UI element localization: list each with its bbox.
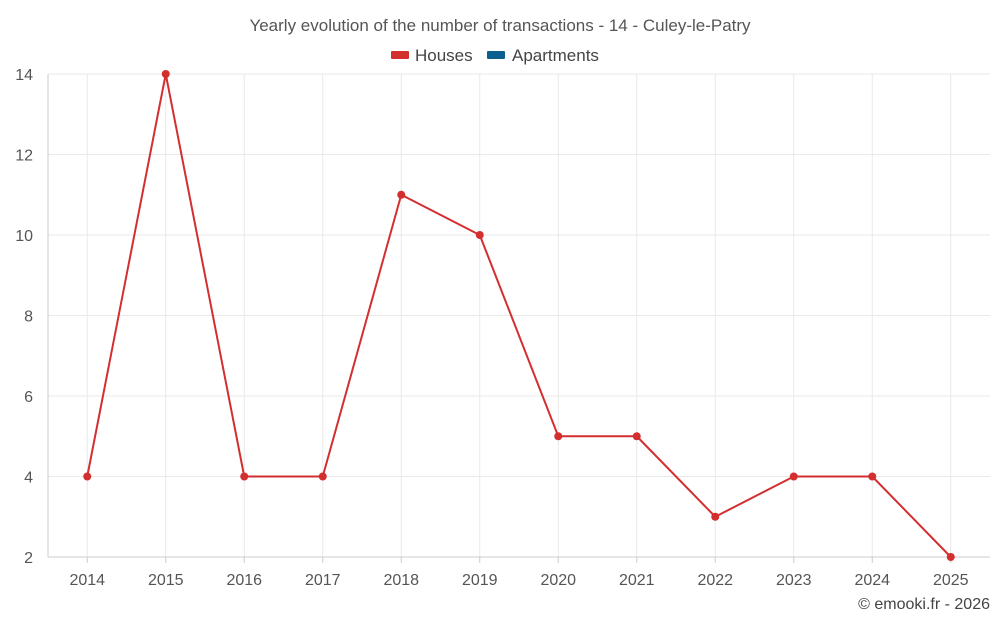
y-tick-label: 2 [24, 550, 33, 567]
data-point-houses-2016[interactable] [240, 472, 249, 481]
data-point-houses-2021[interactable] [632, 432, 641, 441]
x-tick-label: 2019 [462, 572, 498, 589]
x-tick-label: 2024 [854, 572, 890, 589]
legend-swatch-houses [391, 51, 409, 59]
x-tick-label: 2023 [776, 572, 812, 589]
data-point-houses-2023[interactable] [789, 472, 798, 481]
series-line-houses [86, 73, 952, 558]
y-tick-label: 8 [24, 309, 33, 326]
data-point-houses-2018[interactable] [397, 190, 406, 199]
data-point-houses-2022[interactable] [711, 512, 720, 521]
data-point-houses-2020[interactable] [554, 432, 563, 441]
legend-item-apartments[interactable]: Apartments [487, 46, 599, 65]
x-tick-label: 2014 [69, 572, 105, 589]
data-point-houses-2014[interactable] [83, 472, 92, 481]
legend-label-houses: Houses [415, 46, 473, 65]
x-tick-label: 2025 [933, 572, 969, 589]
x-tick-label: 2017 [305, 572, 341, 589]
data-point-houses-2019[interactable] [475, 231, 484, 239]
data-point-houses-2024[interactable] [868, 472, 877, 481]
data-point-houses-2017[interactable] [318, 472, 327, 481]
y-tick-label: 4 [24, 470, 33, 487]
axes [47, 74, 990, 558]
grid [48, 73, 990, 558]
credit-text: © emooki.fr - 2026 [858, 596, 990, 613]
x-tick-label: 2015 [148, 572, 184, 589]
x-tick-label: 2021 [619, 572, 655, 589]
data-point-houses-2015[interactable] [161, 70, 170, 78]
data-point-houses-2025[interactable] [946, 553, 955, 561]
y-tick-label: 12 [15, 148, 33, 165]
y-tick-label: 10 [15, 228, 33, 245]
series-houses [83, 70, 955, 561]
legend-item-houses[interactable]: Houses [391, 46, 473, 65]
legend: Houses Apartments [391, 46, 599, 65]
x-tick-label: 2022 [697, 572, 733, 589]
x-tick-label: 2016 [226, 572, 262, 589]
x-tick-label: 2020 [540, 572, 576, 589]
legend-label-apartments: Apartments [512, 46, 599, 65]
y-axis-ticks: 2 4 6 8 10 12 14 [15, 67, 33, 567]
y-tick-label: 14 [15, 67, 33, 84]
legend-swatch-apartments [487, 51, 505, 59]
x-axis-ticks: 2014 2015 2016 2017 2018 2019 2020 2021 2022 2023… [69, 557, 969, 589]
x-tick-label: 2018 [383, 572, 419, 589]
chart-title: Yearly evolution of the number of transa… [249, 16, 751, 35]
y-tick-label: 6 [24, 389, 33, 406]
